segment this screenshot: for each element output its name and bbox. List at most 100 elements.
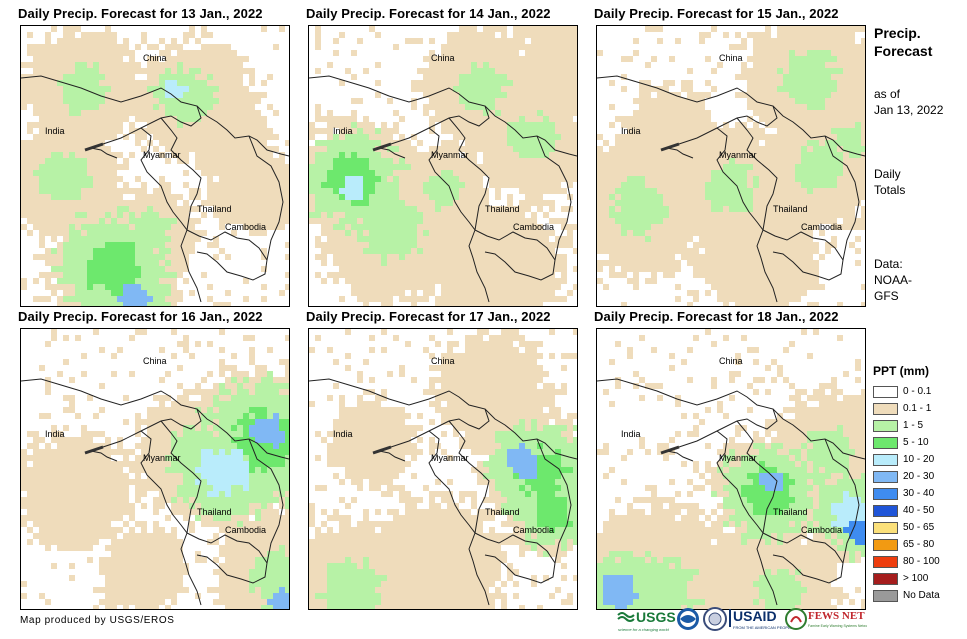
map-label-china: China [719, 53, 743, 63]
border-line [666, 147, 694, 159]
map-raster [21, 329, 289, 609]
agency-logos: USGS science for a changing world USAID … [617, 606, 871, 634]
map-label-cambodia: Cambodia [513, 222, 555, 232]
map-credit: Map produced by USGS/EROS [20, 615, 175, 626]
border-line [772, 408, 865, 460]
map-label-thailand: Thailand [485, 204, 520, 214]
legend-item: 10 - 20 [873, 451, 963, 468]
legend-title: PPT (mm) [873, 364, 930, 378]
legend-item: 1 - 5 [873, 417, 963, 434]
map-label-india: India [333, 126, 353, 136]
border-line [309, 378, 490, 452]
border-line [90, 147, 118, 159]
map-label-thailand: Thailand [773, 204, 808, 214]
side-title-line2: Forecast [874, 43, 933, 59]
legend-item: No Data [873, 587, 963, 604]
map-label-cambodia: Cambodia [513, 525, 555, 535]
map-label-myanmar: Myanmar [431, 150, 469, 160]
as-of-label: as of [874, 87, 901, 101]
legend-label: 5 - 10 [903, 437, 929, 448]
border-line [597, 75, 778, 149]
legend-item: 0 - 0.1 [873, 383, 963, 400]
data-line3: GFS [874, 289, 899, 303]
legend-swatch [873, 555, 898, 568]
legend-label: 0.1 - 1 [903, 403, 932, 414]
map-label-myanmar: Myanmar [143, 453, 181, 463]
border-line [666, 450, 694, 462]
border-line [248, 135, 284, 261]
legend-swatch [873, 402, 898, 415]
border-line [140, 430, 202, 606]
legend-label: 65 - 80 [903, 539, 935, 550]
side-title-line1: Precip. [874, 25, 921, 41]
border-line [428, 127, 490, 303]
totals-note: Daily Totals [874, 166, 905, 198]
legend-label: 40 - 50 [903, 505, 935, 516]
border-line [428, 430, 490, 606]
legend-swatch [873, 470, 898, 483]
legend-swatch [873, 521, 898, 534]
map-label-myanmar: Myanmar [143, 150, 181, 160]
border-line [736, 117, 778, 231]
legend-swatch [873, 487, 898, 500]
panel-title: Daily Precip. Forecast for 13 Jan., 2022 [18, 6, 263, 21]
map-label-cambodia: Cambodia [801, 222, 843, 232]
legend-label: > 100 [903, 573, 929, 584]
legend-swatch [873, 436, 898, 449]
panel-title: Daily Precip. Forecast for 18 Jan., 2022 [594, 309, 839, 324]
fewsnet-tagline: Famine Early Warning Systems Network [808, 624, 867, 628]
border-line [824, 438, 860, 564]
usgs-text: USGS [636, 609, 676, 625]
border-line [21, 75, 202, 149]
panel-title: Daily Precip. Forecast for 15 Jan., 2022 [594, 6, 839, 21]
coast-line [660, 445, 680, 455]
map-label-india: India [621, 429, 641, 439]
usaid-text: USAID [733, 608, 777, 624]
map-label-china: China [143, 53, 167, 63]
panel-title: Daily Precip. Forecast for 16 Jan., 2022 [18, 309, 263, 324]
legend-swatch [873, 572, 898, 585]
map-label-india: India [621, 126, 641, 136]
map-label-myanmar: Myanmar [719, 150, 757, 160]
map-label-myanmar: Myanmar [719, 453, 757, 463]
map-label-china: China [143, 356, 167, 366]
border-line [772, 105, 865, 157]
border-line [448, 420, 490, 534]
border-line [484, 408, 577, 460]
usgs-logo: USGS science for a changing world [617, 609, 676, 632]
map-label-myanmar: Myanmar [431, 453, 469, 463]
map-label-thailand: Thailand [197, 507, 232, 517]
noaa-logo [677, 608, 699, 630]
coast-line [372, 445, 392, 455]
legend-item: 80 - 100 [873, 553, 963, 570]
map-label-india: India [45, 126, 65, 136]
map-label-cambodia: Cambodia [801, 525, 843, 535]
precip-legend: PPT (mm) 0 - 0.1 0.1 - 1 1 - 5 5 - 10 10 - 2… [873, 364, 963, 604]
precip-map: China India Myanmar Thailand Cambodia [308, 328, 578, 610]
map-label-india: India [45, 429, 65, 439]
logos-svg: USGS science for a changing world USAID … [617, 607, 871, 632]
legend-item: > 100 [873, 570, 963, 587]
precip-map: China India Myanmar Thailand Cambodia [20, 25, 290, 307]
map-raster [21, 26, 289, 306]
map-label-thailand: Thailand [773, 507, 808, 517]
data-line1: Data: [874, 257, 903, 271]
panel-title: Daily Precip. Forecast for 17 Jan., 2022 [306, 309, 551, 324]
legend-swatch [873, 453, 898, 466]
coast-line [84, 445, 104, 455]
legend-item: 0.1 - 1 [873, 400, 963, 417]
border-line [196, 408, 289, 460]
legend-label: No Data [903, 590, 940, 601]
legend-item: 65 - 80 [873, 536, 963, 553]
legend-label: 80 - 100 [903, 556, 940, 567]
panel-title: Daily Precip. Forecast for 14 Jan., 2022 [306, 6, 551, 21]
map-label-cambodia: Cambodia [225, 525, 267, 535]
legend-item: 40 - 50 [873, 502, 963, 519]
border-line [21, 378, 202, 452]
legend-swatch [873, 538, 898, 551]
map-label-china: China [431, 53, 455, 63]
border-line [536, 438, 572, 564]
legend-label: 30 - 40 [903, 488, 935, 499]
map-raster [309, 26, 577, 306]
coast-line [372, 142, 392, 152]
